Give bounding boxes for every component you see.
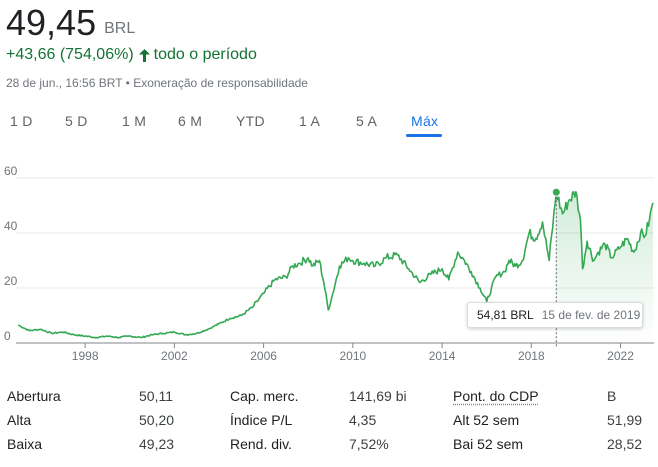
x-tick-label: 2010 bbox=[339, 349, 366, 363]
price-value: 49,45 bbox=[6, 2, 97, 43]
stat-label-bai-52: Bai 52 sem bbox=[453, 436, 524, 452]
tab-6m[interactable]: 6 M bbox=[178, 113, 203, 129]
stat-value-abertura: 50,11 bbox=[139, 388, 173, 404]
tab-ytd[interactable]: YTD bbox=[236, 113, 265, 129]
active-tab-indicator bbox=[406, 134, 442, 137]
stat-value-baixa: 49,23 bbox=[139, 436, 175, 452]
price-chart[interactable]: 0 20 40 60 1998 2002 2006 2010 2014 2018 2022 bbox=[0, 160, 658, 370]
y-tick-label: 40 bbox=[4, 219, 18, 233]
price-change-row: +43,66 (754,06%) todo o período bbox=[6, 46, 257, 64]
stat-label-indice-pl: Índice P/L bbox=[230, 412, 293, 428]
quote-header: 49,45 BRL bbox=[6, 2, 135, 44]
meta-separator: • bbox=[122, 76, 134, 90]
y-tick-label: 0 bbox=[4, 329, 11, 343]
tab-5d[interactable]: 5 D bbox=[65, 113, 88, 129]
stat-label-alt-52: Alt 52 sem bbox=[453, 412, 520, 428]
tab-1a[interactable]: 1 A bbox=[299, 113, 321, 129]
x-tick-label: 2002 bbox=[161, 349, 188, 363]
hover-point bbox=[551, 187, 561, 197]
stat-value-cap-merc: 141,69 bi bbox=[349, 388, 407, 404]
quote-meta: 28 de jun., 16:56 BRT • Exoneração de re… bbox=[6, 76, 308, 90]
stat-label-rend-div: Rend. div. bbox=[230, 436, 292, 452]
tooltip-date: 15 de fev. de 2019 bbox=[541, 308, 641, 322]
arrow-up-icon bbox=[138, 48, 150, 62]
stat-label-baixa: Baixa bbox=[7, 436, 43, 452]
tab-5a[interactable]: 5 A bbox=[356, 113, 378, 129]
quote-timestamp: 28 de jun., 16:56 BRT bbox=[6, 76, 123, 90]
x-tick-label: 2006 bbox=[250, 349, 277, 363]
disclaimer-link[interactable]: Exoneração de responsabilidade bbox=[133, 76, 308, 90]
tab-1d[interactable]: 1 D bbox=[10, 113, 33, 129]
y-tick-label: 60 bbox=[4, 164, 18, 178]
stat-value-rend-div: 7,52% bbox=[349, 436, 389, 452]
stat-value-pont-cdp: B bbox=[607, 388, 617, 404]
x-tick-label: 2018 bbox=[518, 349, 545, 363]
stat-value-indice-pl: 4,35 bbox=[349, 412, 377, 428]
price-change: +43,66 (754,06%) bbox=[6, 46, 134, 63]
stat-value-alta: 50,20 bbox=[139, 412, 175, 428]
stat-label-alta: Alta bbox=[7, 412, 32, 428]
stat-value-alt-52: 51,99 bbox=[607, 412, 643, 428]
y-tick-label: 20 bbox=[4, 274, 18, 288]
tooltip-price: 54,81 BRL bbox=[477, 308, 534, 322]
stat-label-abertura: Abertura bbox=[7, 388, 61, 404]
x-tick-label: 2014 bbox=[429, 349, 456, 363]
tab-1m[interactable]: 1 M bbox=[122, 113, 147, 129]
stat-label-pont-cdp[interactable]: Pont. do CDP bbox=[453, 388, 539, 404]
price-series-line bbox=[17, 191, 654, 339]
stat-value-bai-52: 28,52 bbox=[607, 436, 643, 452]
change-period-label: todo o período bbox=[153, 46, 257, 63]
currency-label: BRL bbox=[104, 20, 136, 37]
tab-max[interactable]: Máx bbox=[411, 113, 439, 129]
chart-tooltip: 54,81 BRL 15 de fev. de 2019 bbox=[467, 302, 643, 328]
x-tick-label: 2022 bbox=[607, 349, 634, 363]
x-tick-label: 1998 bbox=[72, 349, 99, 363]
stat-label-cap-merc: Cap. merc. bbox=[230, 388, 299, 404]
